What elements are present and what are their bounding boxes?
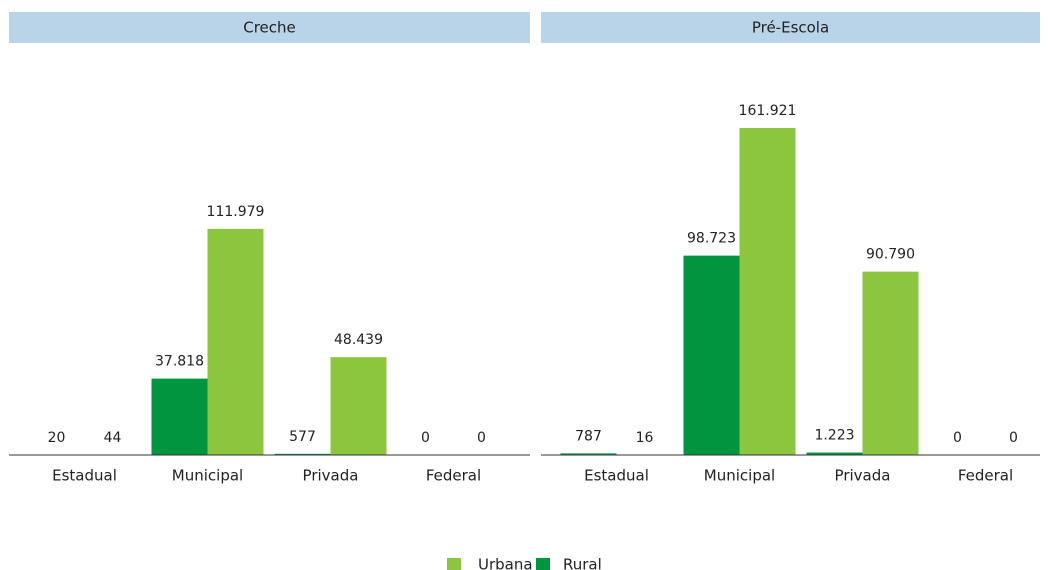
value-label: 787 (575, 428, 602, 444)
x-tick-label: Federal (958, 467, 1013, 485)
bar (207, 228, 264, 455)
bar (862, 271, 919, 455)
x-tick-label: Estadual (584, 467, 649, 485)
value-label: 0 (1009, 430, 1018, 446)
x-tick-label: Federal (426, 467, 481, 485)
value-label: 48.439 (334, 332, 383, 348)
value-label: 161.921 (739, 103, 797, 119)
panel-title: Creche (243, 19, 296, 37)
bar (739, 128, 796, 455)
value-label: 0 (421, 430, 430, 446)
value-label: 111.979 (207, 204, 265, 220)
value-label: 90.790 (866, 247, 915, 263)
x-tick-label: Privada (835, 467, 891, 485)
panel-header (541, 12, 1040, 43)
x-tick-label: Privada (303, 467, 359, 485)
value-label: 37.818 (155, 354, 204, 370)
bar (683, 255, 740, 455)
legend-swatch (536, 558, 550, 570)
value-label: 0 (953, 430, 962, 446)
panel-title: Pré-Escola (752, 19, 829, 37)
value-label: 20 (48, 430, 66, 446)
legend-swatch (447, 558, 461, 570)
x-tick-label: Municipal (172, 467, 243, 485)
bar (151, 378, 208, 455)
x-tick-label: Municipal (704, 467, 775, 485)
value-label: 16 (636, 430, 654, 446)
bar (330, 357, 387, 455)
value-label: 0 (477, 430, 486, 446)
legend-label: Urbana (478, 556, 533, 570)
value-label: 1.223 (814, 428, 854, 444)
value-label: 44 (104, 430, 122, 446)
value-label: 577 (289, 429, 316, 445)
bar (560, 453, 617, 455)
bar (806, 452, 863, 455)
value-label: 98.723 (687, 231, 736, 247)
panel-header (9, 12, 530, 43)
bar (274, 453, 331, 455)
x-tick-label: Estadual (52, 467, 117, 485)
legend-label: Rural (563, 556, 602, 570)
